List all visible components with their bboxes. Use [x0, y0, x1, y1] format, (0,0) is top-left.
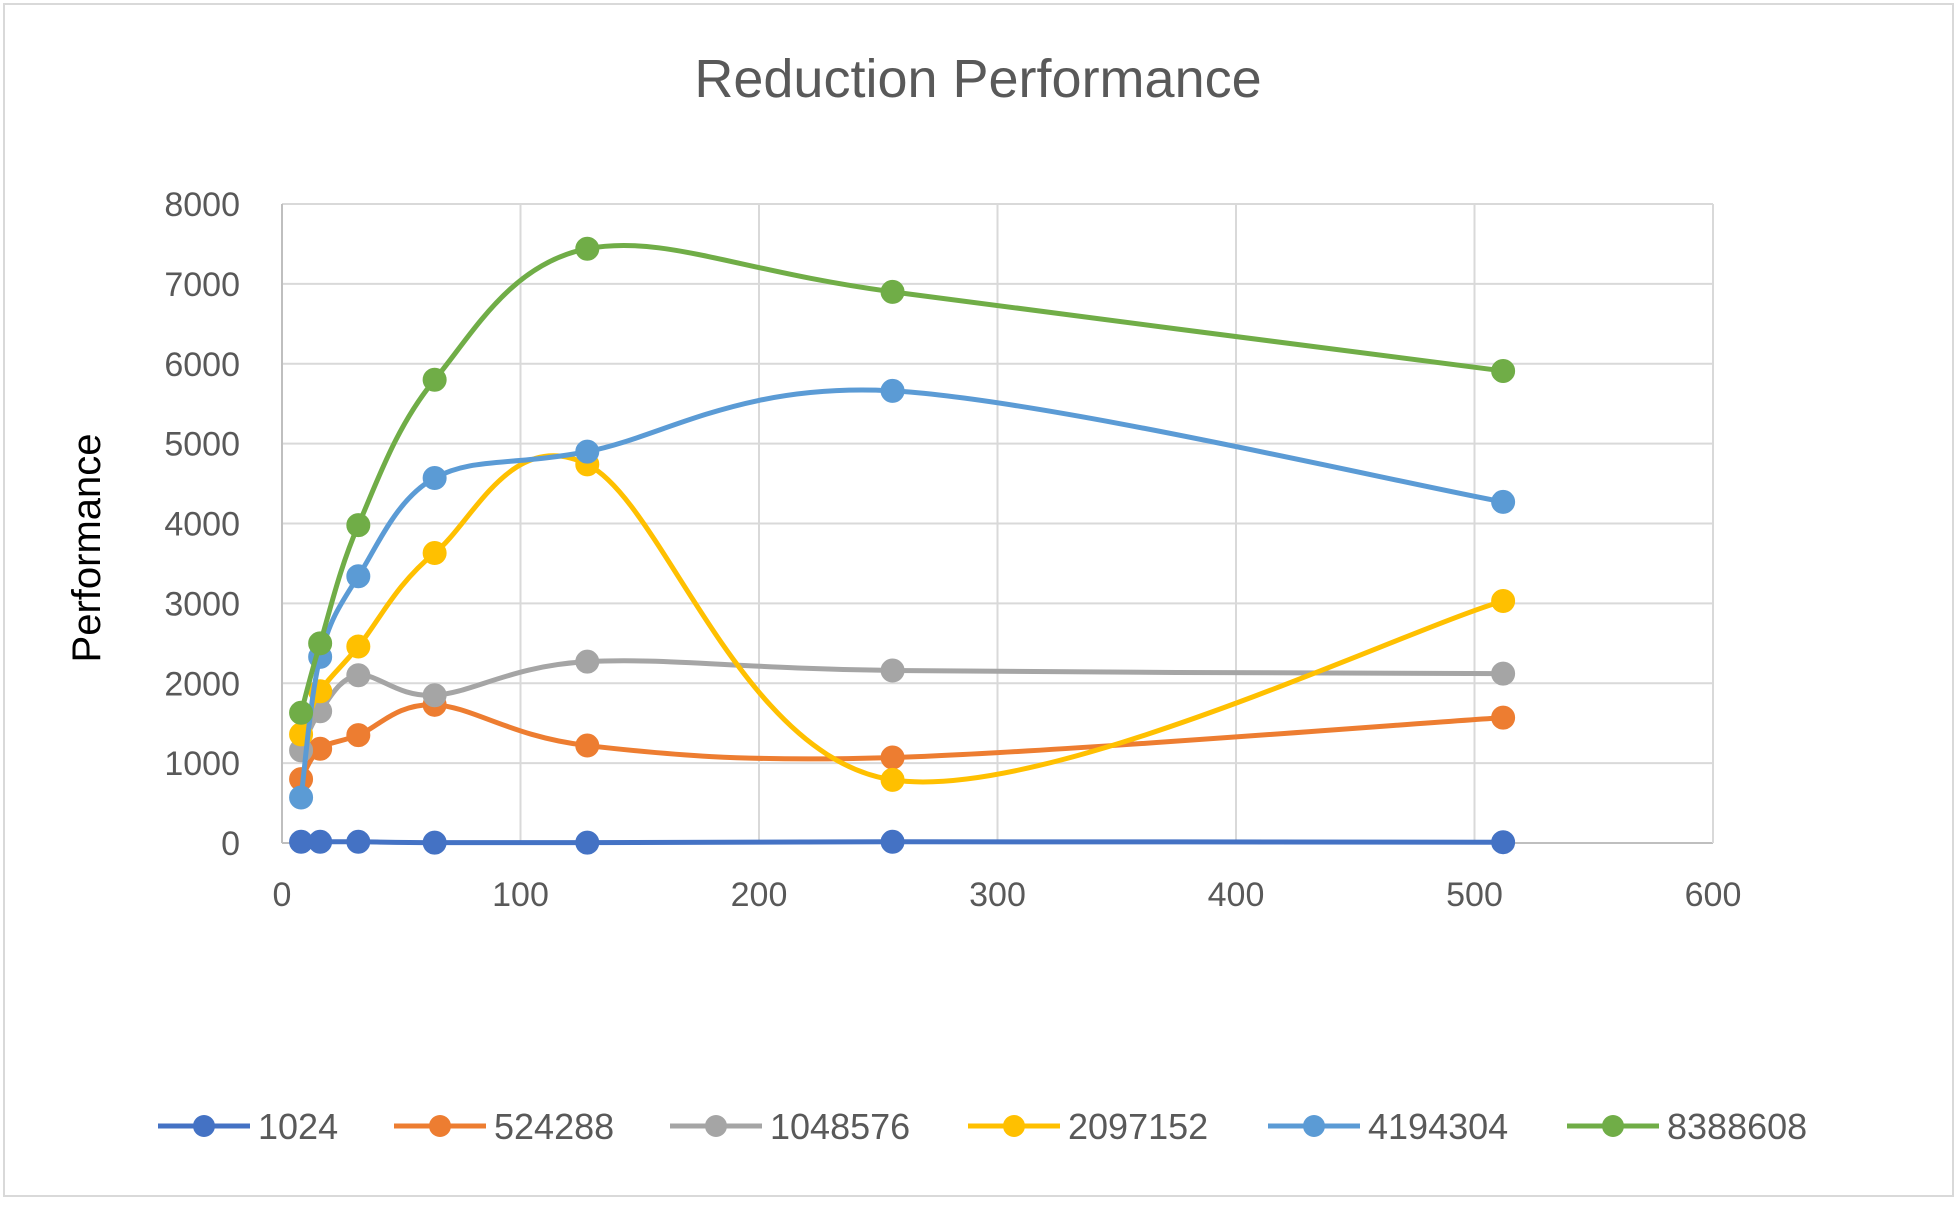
data-point — [1491, 661, 1516, 686]
y-tick-label: 3000 — [164, 585, 240, 623]
chart-title: Reduction Performance — [694, 49, 1261, 109]
data-point — [575, 649, 600, 674]
legend-item[interactable]: 4194304 — [1268, 1106, 1508, 1147]
data-point — [346, 564, 371, 589]
legend-item[interactable]: 8388608 — [1567, 1106, 1807, 1147]
series-line — [298, 242, 1506, 716]
x-tick-label: 500 — [1446, 876, 1503, 914]
data-point — [289, 785, 314, 810]
legend-label: 8388608 — [1667, 1106, 1807, 1147]
legend-swatch-marker — [1003, 1115, 1025, 1137]
x-tick-label: 100 — [492, 876, 549, 914]
legend-swatch-marker — [1303, 1115, 1325, 1137]
series-524288 — [289, 692, 1516, 792]
legend-label: 1048576 — [770, 1106, 910, 1147]
data-point — [346, 663, 371, 688]
series-8388608 — [289, 236, 1516, 725]
data-point — [1491, 830, 1516, 855]
x-tick-label: 600 — [1685, 876, 1742, 914]
data-point — [346, 723, 371, 748]
legend-item[interactable]: 2097152 — [968, 1106, 1208, 1147]
data-point — [575, 439, 600, 464]
y-tick-label: 8000 — [164, 186, 240, 224]
legend-label: 2097152 — [1068, 1106, 1208, 1147]
data-point — [1491, 489, 1516, 514]
legend-label: 4194304 — [1368, 1106, 1508, 1147]
data-point — [880, 767, 905, 792]
series-1048576 — [289, 649, 1516, 763]
legend-swatch-marker — [1602, 1115, 1624, 1137]
chart-border — [3, 3, 1954, 1197]
data-point — [880, 829, 905, 854]
legend-label: 1024 — [258, 1106, 338, 1147]
data-point — [880, 745, 905, 770]
y-tick-label: 7000 — [164, 266, 240, 304]
data-point — [422, 830, 447, 855]
data-point — [575, 830, 600, 855]
y-tick-label: 5000 — [164, 426, 240, 464]
legend-label: 524288 — [494, 1106, 614, 1147]
data-point — [880, 658, 905, 683]
legend-item[interactable]: 1024 — [158, 1106, 338, 1147]
legend-item[interactable]: 1048576 — [670, 1106, 910, 1147]
axes: 0 1000 2000 3000 4000 5000 6000 7000 8000 0 100 200… — [164, 186, 1741, 914]
y-tick-label: 2000 — [164, 665, 240, 703]
data-point — [422, 683, 447, 708]
data-point — [308, 631, 333, 656]
legend-swatch-marker — [705, 1115, 727, 1137]
legend-item[interactable]: 524288 — [394, 1106, 614, 1147]
data-point — [1491, 588, 1516, 613]
data-point — [346, 513, 371, 538]
x-tick-label: 200 — [731, 876, 788, 914]
data-point — [575, 236, 600, 261]
legend-swatch-marker — [429, 1115, 451, 1137]
legend-swatch-marker — [193, 1115, 215, 1137]
data-point — [575, 733, 600, 758]
x-tick-label: 300 — [969, 876, 1026, 914]
legend: 1024 524288 1048576 2097152 4194304 8388608 — [158, 1106, 1807, 1147]
data-point — [1491, 705, 1516, 730]
data-point — [346, 829, 371, 854]
y-tick-label: 1000 — [164, 745, 240, 783]
y-axis-label: Performance — [65, 434, 109, 663]
data-point — [1491, 358, 1516, 383]
y-tick-label: 0 — [221, 825, 240, 863]
data-point — [422, 465, 447, 490]
data-point — [289, 700, 314, 725]
data-point — [880, 279, 905, 304]
data-point — [422, 367, 447, 392]
y-tick-label: 6000 — [164, 346, 240, 384]
data-point — [422, 541, 447, 566]
data-point — [308, 829, 333, 854]
data-point — [346, 634, 371, 659]
data-point — [880, 378, 905, 403]
series-1024 — [289, 829, 1516, 855]
x-tick-label: 400 — [1208, 876, 1265, 914]
series-lines — [289, 236, 1516, 855]
x-tick-label: 0 — [273, 876, 292, 914]
y-tick-label: 4000 — [164, 506, 240, 544]
